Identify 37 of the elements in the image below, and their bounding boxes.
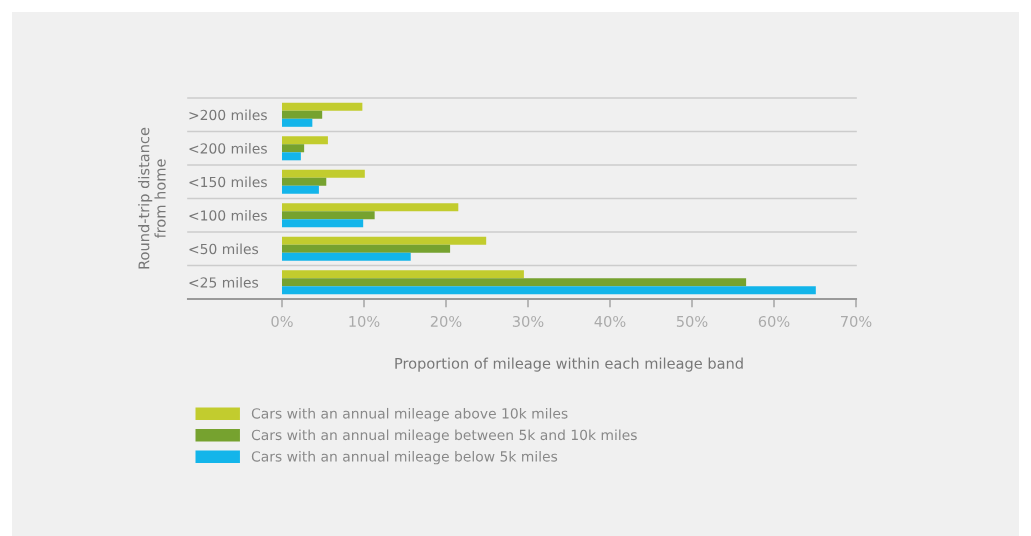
bar — [282, 211, 375, 220]
x-tick-label: 60% — [758, 315, 790, 327]
bar — [282, 185, 319, 194]
bar — [282, 169, 365, 178]
y-tick-label: <200 miles — [189, 142, 267, 154]
y-tick-label: <50 miles — [189, 243, 259, 255]
x-tick-label: 40% — [594, 315, 626, 327]
bar — [282, 152, 301, 161]
bar — [282, 219, 364, 228]
bar — [282, 110, 323, 119]
legend-label: Cars with an annual mileage below 5k miles — [251, 450, 558, 465]
bar — [282, 244, 451, 253]
bar — [282, 102, 363, 111]
y-tick-label: <25 miles — [189, 276, 259, 288]
bar — [282, 177, 327, 186]
bar — [282, 278, 747, 287]
y-axis-title: Round-trip distance from home — [138, 127, 166, 269]
x-tick-label: 70% — [840, 315, 872, 327]
y-tick-label: <100 miles — [189, 209, 267, 221]
legend-label: Cars with an annual mileage above 10k miles — [251, 407, 568, 422]
bar — [282, 118, 313, 127]
x-tick-label: 10% — [349, 315, 380, 327]
bar — [282, 252, 411, 261]
x-tick-label: 0% — [271, 315, 293, 327]
legend-label: Cars with an annual mileage between 5k and 10k miles — [251, 429, 637, 443]
x-tick-label: 20% — [430, 315, 462, 327]
y-tick-label: >200 miles — [189, 109, 267, 121]
bar — [282, 286, 816, 295]
x-axis-title: Proportion of mileage within each mileage band — [395, 357, 743, 372]
bar — [282, 236, 487, 245]
bar — [282, 136, 328, 145]
bar — [282, 270, 524, 279]
x-tick-label: 50% — [676, 315, 708, 327]
bar — [282, 144, 305, 153]
x-tick-label: 30% — [512, 315, 544, 327]
y-tick-label: <150 miles — [189, 176, 267, 188]
bar — [282, 203, 459, 212]
